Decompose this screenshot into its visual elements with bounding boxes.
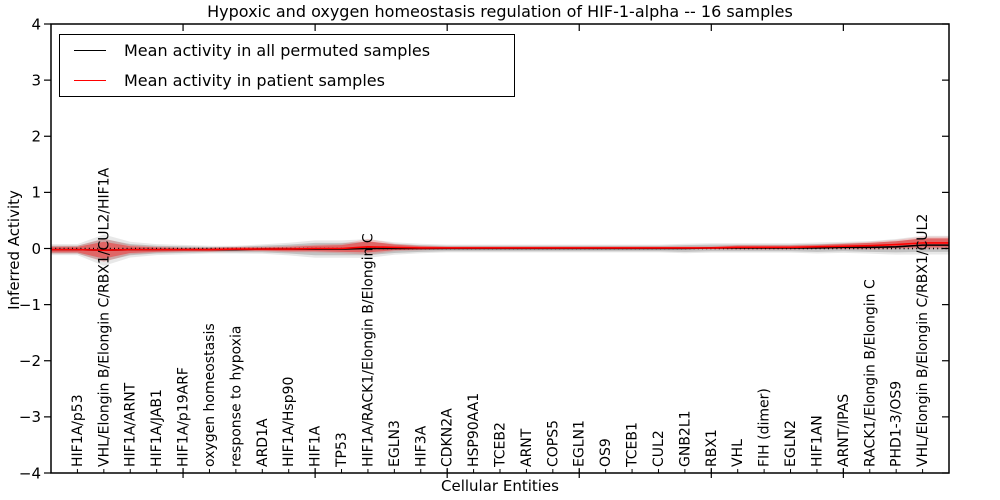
y-tick-label: −1 [19,296,41,314]
x-category-label: HIF1A/p53 [70,394,86,467]
y-tick-label: −2 [19,352,41,370]
y-tick-label: 4 [31,15,41,33]
x-category-label: COPS5 [545,420,561,467]
x-category-label: HIF1AN [809,415,825,467]
mean-lines [51,242,949,251]
legend-label: Mean activity in patient samples [124,71,385,90]
x-category-label: HIF1A/RACK1/Elongin B/Elongin C [360,233,376,467]
y-tick-label: −3 [19,408,41,426]
x-category-label: VHL/Elongin B/Elongin C/RBX1/CUL2 [915,214,931,467]
legend-line-red [74,80,106,81]
x-category-label: response to hypoxia [228,326,244,467]
x-category-label: RACK1/Elongin B/Elongin C [862,279,878,467]
x-category-label: GNB2L1 [677,410,693,467]
x-category-label: RBX1 [704,429,720,467]
x-category-label: EGLN2 [783,420,799,467]
x-category-label: HIF3A [413,425,429,467]
x-category-label: oxygen homeostasis [202,323,218,467]
legend-item-permuted: Mean activity in all permuted samples [74,40,514,62]
x-category-label: CDKN2A [440,408,456,467]
legend-label: Mean activity in all permuted samples [124,41,431,60]
x-category-label: HIF1A/JAB1 [149,389,165,467]
x-category-label: FIH (dimer) [757,388,773,467]
x-category-label: HSP90AA1 [466,393,482,467]
x-category-label: HIF1A [308,425,324,467]
y-tick-label: 3 [31,71,41,89]
x-category-label: ARNT/IPAS [836,394,852,467]
x-category-label: EGLN1 [572,420,588,467]
x-category-label: OS9 [598,438,614,467]
x-category-label: EGLN3 [387,420,403,467]
x-category-label: TCEB1 [625,422,641,468]
y-tick-label: 0 [31,240,41,258]
x-axis-label: Cellular Entities [441,477,559,495]
x-category-label: HIF1A/p19ARF [176,367,192,467]
x-category-label: VHL [730,439,746,467]
x-category-label: VHL/Elongin B/Elongin C/RBX1/CUL2/HIF1A [96,167,112,467]
x-category-label: ARNT [519,428,535,467]
x-category-label: ARD1A [255,418,271,467]
chart-title: Hypoxic and oxygen homeostasis regulatio… [207,2,793,21]
y-tick-label: −4 [19,464,41,482]
y-ticks: 4 3 2 1 0 −1 −2 −3 −4 [19,15,949,482]
y-tick-label: 2 [31,128,41,146]
x-category-label: HIF1A/Hsp90 [281,377,297,467]
x-category-label: HIF1A/ARNT [123,382,139,467]
x-category-label: CUL2 [651,430,667,467]
y-axis-label: Inferred Activity [5,190,23,310]
legend-line-black [74,50,106,51]
x-category-labels: HIF1A/p53 VHL/Elongin B/Elongin C/RBX1/CU… [70,167,931,473]
y-tick-label: 1 [31,184,41,202]
x-category-label: TP53 [334,432,350,468]
legend: Mean activity in all permuted samples Me… [59,34,515,97]
x-category-label: PHD1-3/OS9 [889,381,905,467]
legend-item-patient: Mean activity in patient samples [74,70,514,92]
x-category-label: TCEB2 [493,422,509,468]
